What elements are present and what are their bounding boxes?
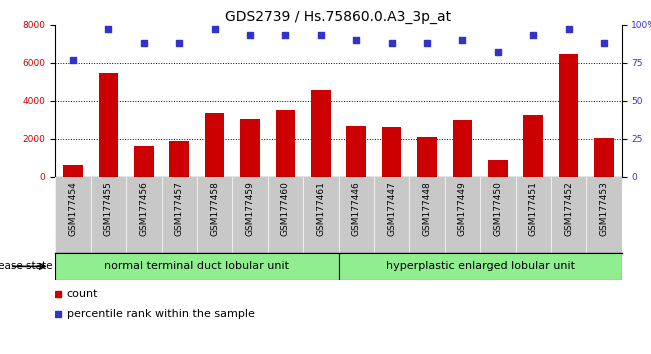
Bar	[559, 54, 578, 177]
Title: GDS2739 / Hs.75860.0.A3_3p_at: GDS2739 / Hs.75860.0.A3_3p_at	[225, 10, 452, 24]
Text: hyperplastic enlarged lobular unit: hyperplastic enlarged lobular unit	[385, 261, 575, 272]
Point	[245, 33, 255, 38]
Text: GSM177454: GSM177454	[68, 181, 77, 235]
Bar	[99, 73, 118, 177]
Point	[174, 40, 184, 46]
Point	[104, 27, 114, 32]
Text: GSM177457: GSM177457	[174, 181, 184, 236]
Bar	[452, 120, 472, 177]
Point	[599, 40, 609, 46]
Text: GSM177453: GSM177453	[600, 181, 609, 236]
Point	[139, 40, 149, 46]
Bar	[346, 126, 366, 177]
Text: GSM177451: GSM177451	[529, 181, 538, 236]
Bar	[594, 138, 614, 177]
Point	[457, 37, 467, 43]
Point	[280, 33, 290, 38]
Bar	[488, 160, 508, 177]
Point	[210, 27, 220, 32]
Point	[351, 37, 361, 43]
Bar	[169, 141, 189, 177]
Text: count: count	[66, 289, 98, 299]
Point	[316, 33, 326, 38]
Bar	[523, 115, 543, 177]
Point	[422, 40, 432, 46]
Text: GSM177455: GSM177455	[104, 181, 113, 236]
Text: GSM177449: GSM177449	[458, 181, 467, 235]
Point	[528, 33, 538, 38]
Text: GSM177447: GSM177447	[387, 181, 396, 235]
Text: GSM177452: GSM177452	[564, 181, 573, 235]
Text: percentile rank within the sample: percentile rank within the sample	[66, 309, 255, 319]
Bar	[311, 90, 331, 177]
Point	[68, 57, 78, 63]
Text: GSM177461: GSM177461	[316, 181, 326, 236]
Text: GSM177459: GSM177459	[245, 181, 255, 236]
Text: GSM177460: GSM177460	[281, 181, 290, 236]
Point	[493, 49, 503, 55]
Text: GSM177448: GSM177448	[422, 181, 432, 235]
Bar	[63, 165, 83, 177]
Text: normal terminal duct lobular unit: normal terminal duct lobular unit	[104, 261, 290, 272]
Text: disease state: disease state	[0, 261, 52, 272]
Bar	[240, 119, 260, 177]
Point	[563, 27, 574, 32]
Bar	[205, 113, 225, 177]
Text: GSM177446: GSM177446	[352, 181, 361, 235]
Bar	[339, 253, 622, 280]
Bar	[417, 137, 437, 177]
Bar	[134, 146, 154, 177]
Text: GSM177456: GSM177456	[139, 181, 148, 236]
Point	[387, 40, 397, 46]
Bar	[382, 127, 402, 177]
Bar	[275, 110, 295, 177]
Bar	[55, 253, 339, 280]
Text: GSM177458: GSM177458	[210, 181, 219, 236]
Text: GSM177450: GSM177450	[493, 181, 503, 236]
